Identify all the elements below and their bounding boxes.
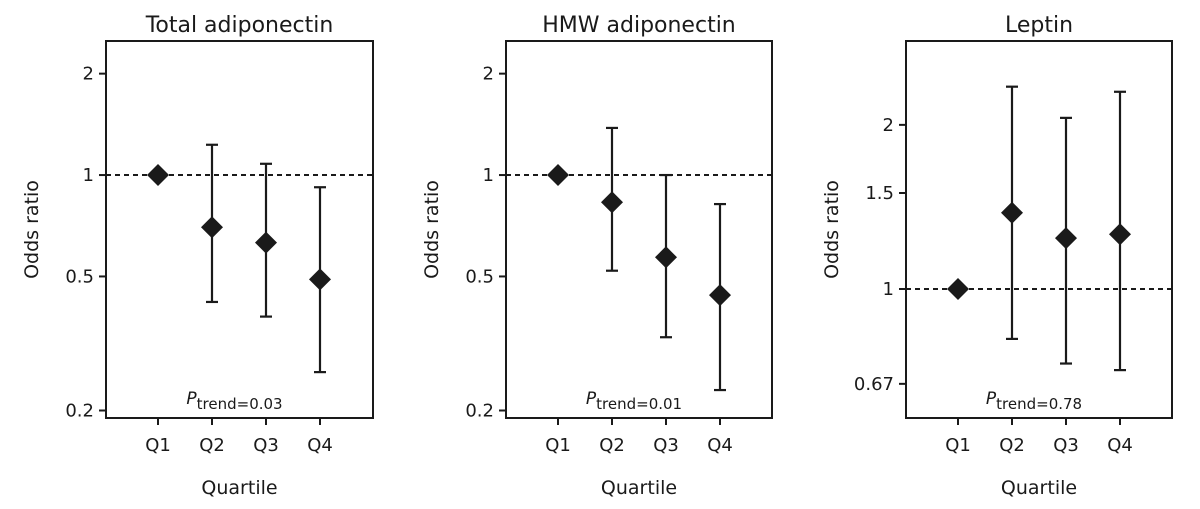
y-tick-label: 2: [83, 64, 94, 85]
y-tick-label: 0.67: [854, 374, 894, 395]
data-point-q3: [255, 231, 277, 254]
data-point-q2: [201, 216, 223, 239]
x-tick-label: Q4: [1107, 435, 1133, 456]
data-point-q3: [1055, 227, 1077, 250]
y-tick-label: 2: [883, 115, 894, 136]
y-tick-label: 1: [483, 165, 494, 186]
panel-title: Leptin: [1005, 13, 1073, 38]
x-tick-label: Q3: [1053, 435, 1079, 456]
x-tick-label: Q4: [307, 435, 333, 456]
y-tick-label: 0.2: [465, 400, 494, 421]
y-axis-label: Odds ratio: [421, 180, 443, 279]
x-axis-label: Quartile: [201, 477, 277, 499]
p-trend-annotation: Ptrend=0.01: [586, 389, 682, 413]
y-tick-label: 0.2: [65, 400, 94, 421]
data-point-q4: [309, 268, 331, 291]
data-point-q1: [147, 164, 169, 187]
data-point-q3: [655, 246, 677, 269]
plot-frame: [505, 40, 773, 419]
data-point-q1: [547, 164, 569, 187]
p-trend-annotation: Ptrend=0.78: [986, 389, 1082, 413]
x-tick-label: Q3: [253, 435, 279, 456]
panel-title: HMW adiponectin: [542, 13, 736, 38]
x-tick-label: Q1: [945, 435, 971, 456]
y-tick-label: 2: [483, 64, 494, 85]
x-tick-label: Q4: [707, 435, 733, 456]
x-tick-label: Q1: [545, 435, 571, 456]
data-point-q4: [1109, 223, 1131, 246]
data-point-q1: [947, 278, 969, 301]
data-point-q2: [601, 191, 623, 214]
panel-2: HMW adiponectin 0.2 0.5 1 2 Odds ratio Q1 Q2 Q3 Q…: [421, 13, 773, 499]
x-tick-label: Q1: [145, 435, 171, 456]
x-tick-label: Q2: [999, 435, 1025, 456]
panel-1: Total adiponectin 0.2 0.5 1 2 Odds ratio Q1 Q2 Q…: [21, 13, 374, 499]
y-tick-label: 1: [883, 279, 894, 300]
y-tick-label: 0.5: [65, 266, 94, 287]
panel-3: Leptin 0.67 1 1.5 2 Odds ratio Q1 Q2 Q3 Q4 Quartil…: [821, 13, 1173, 499]
data-point-q4: [709, 284, 731, 307]
y-axis-label: Odds ratio: [821, 180, 843, 279]
y-tick-label: 0.5: [465, 266, 494, 287]
x-axis-label: Quartile: [601, 477, 677, 499]
plot-frame: [905, 40, 1173, 419]
plot-frame: [105, 40, 374, 419]
x-tick-label: Q2: [199, 435, 225, 456]
data-point-q2: [1001, 201, 1023, 224]
y-tick-label: 1.5: [865, 183, 894, 204]
x-axis-label: Quartile: [1001, 477, 1077, 499]
p-trend-annotation: Ptrend=0.03: [186, 389, 282, 413]
y-tick-label: 1: [83, 165, 94, 186]
panel-title: Total adiponectin: [145, 13, 334, 38]
y-axis-label: Odds ratio: [21, 180, 43, 279]
x-tick-label: Q3: [653, 435, 679, 456]
x-tick-label: Q2: [599, 435, 625, 456]
